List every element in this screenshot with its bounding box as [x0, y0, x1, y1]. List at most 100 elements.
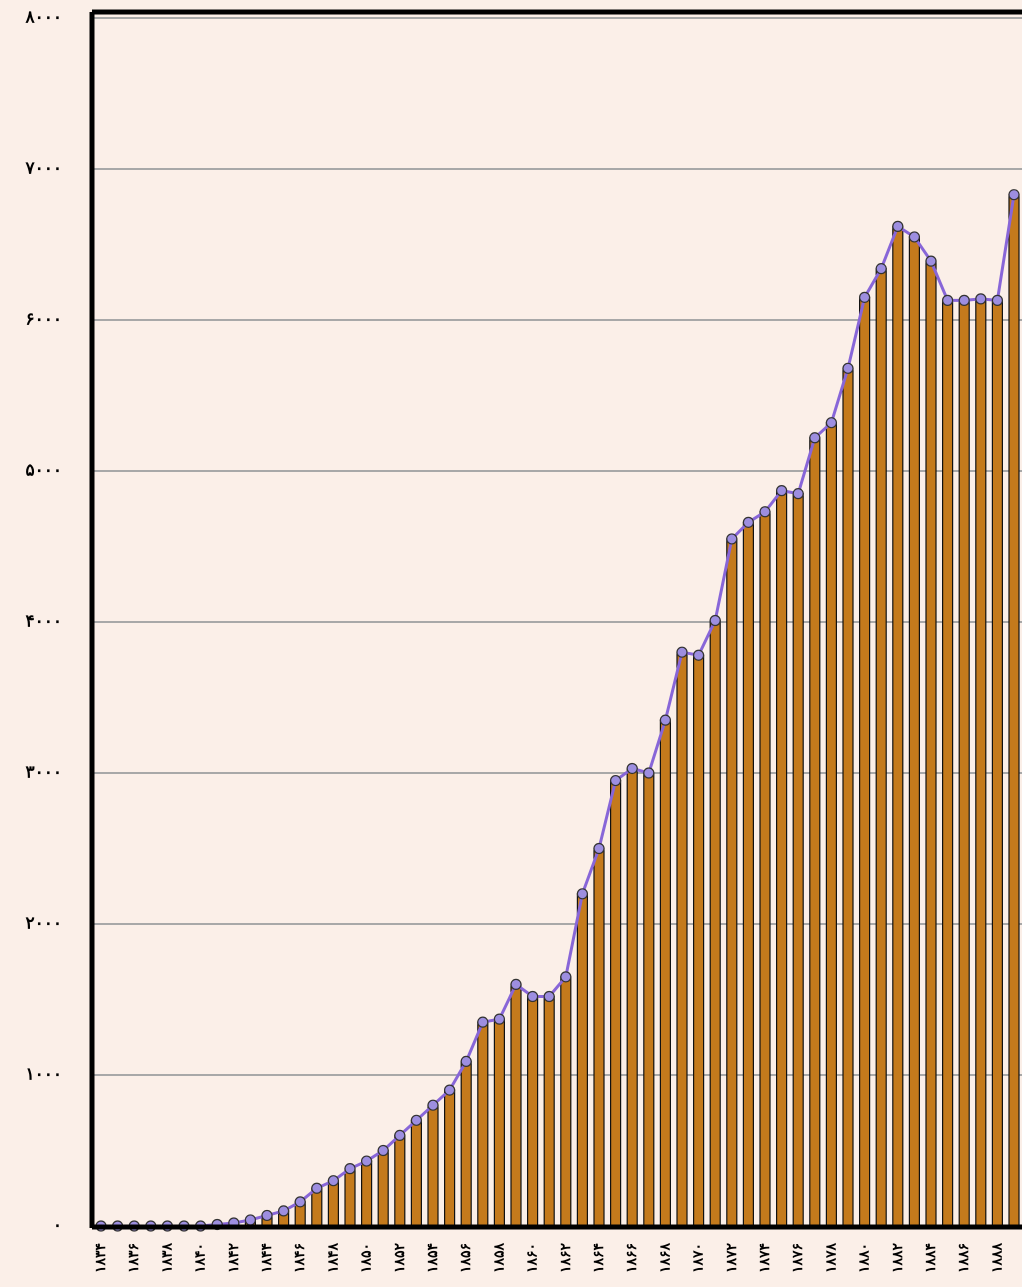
- bar: [676, 651, 688, 1227]
- bar: [344, 1168, 356, 1227]
- bar: [510, 983, 522, 1227]
- bar: [908, 236, 921, 1227]
- bar: [842, 367, 854, 1227]
- y-tick-label: ۳۰۰۰: [25, 763, 62, 783]
- bar: [543, 995, 555, 1227]
- bar: [858, 296, 871, 1227]
- point: [410, 1114, 422, 1126]
- bar: [709, 619, 721, 1227]
- point: [626, 762, 638, 775]
- point: [444, 1084, 456, 1096]
- point: [659, 714, 672, 726]
- point: [825, 417, 838, 429]
- point: [576, 888, 589, 900]
- point: [394, 1129, 406, 1142]
- point: [560, 971, 572, 983]
- y-tick-label: ۶۰۰۰: [25, 310, 62, 330]
- point: [925, 255, 937, 267]
- point: [875, 263, 887, 275]
- point: [427, 1099, 439, 1111]
- bar: [792, 493, 804, 1227]
- point: [1008, 189, 1020, 201]
- bar: [659, 719, 672, 1227]
- x-tick-label: ۱۸۸۰: [857, 1243, 873, 1273]
- x-tick-label: ۱۸۵۴: [425, 1243, 441, 1273]
- bar: [941, 299, 954, 1227]
- y-tick-label: ۱۰۰۰: [25, 1065, 62, 1085]
- y-tick-label: ۵۰۰۰: [25, 461, 62, 481]
- bar: [361, 1160, 373, 1227]
- bar: [692, 654, 705, 1227]
- y-tick-label: ۴۰۰۰: [25, 612, 62, 632]
- bar: [825, 422, 838, 1227]
- point: [311, 1182, 323, 1194]
- x-tick-label: ۱۸۷۸: [823, 1242, 839, 1273]
- x-tick-label: ۱۸۵۶: [458, 1243, 474, 1273]
- bar: [958, 299, 970, 1227]
- x-tick-label: ۱۸۳۸: [159, 1242, 175, 1273]
- point: [526, 990, 539, 1003]
- point: [775, 485, 788, 497]
- point: [261, 1209, 273, 1222]
- x-tick-label: ۱۸۴۴: [259, 1243, 275, 1273]
- bar: [626, 767, 638, 1227]
- point: [327, 1175, 339, 1187]
- x-tick-label: ۱۸۳۶: [126, 1243, 142, 1273]
- bar: [444, 1089, 456, 1227]
- bar: [526, 995, 539, 1227]
- x-tick-label: ۱۸۷۴: [757, 1243, 773, 1273]
- x-tick-label: ۱۸۷۶: [790, 1243, 806, 1273]
- bar: [925, 260, 937, 1227]
- y-tick-label: ۰: [53, 1216, 62, 1236]
- point: [692, 649, 705, 661]
- point: [908, 231, 921, 243]
- x-tick-label: ۱۸۶۲: [558, 1242, 574, 1273]
- point: [643, 767, 655, 779]
- point: [460, 1055, 472, 1068]
- x-tick-label: ۱۸۷۰: [691, 1243, 707, 1273]
- point: [858, 291, 871, 303]
- bar: [427, 1104, 439, 1227]
- point: [726, 533, 738, 545]
- bar: [560, 976, 572, 1227]
- bar: [742, 521, 755, 1227]
- x-tick-label: ۱۸۸۶: [956, 1243, 972, 1273]
- x-tick-label: ۱۸۴۸: [325, 1242, 341, 1273]
- x-tick-label: ۱۸۸۴: [923, 1243, 939, 1273]
- point: [709, 614, 721, 627]
- point: [941, 294, 954, 306]
- x-tick-label: ۱۸۳۴: [93, 1243, 109, 1273]
- bar: [576, 893, 589, 1227]
- x-tick-label: ۱۸۶۴: [591, 1243, 607, 1273]
- bar: [759, 511, 771, 1227]
- bar: [311, 1187, 323, 1227]
- y-tick-label: ۷۰۰۰: [24, 159, 62, 179]
- x-tick-label: ۱۸۶۶: [624, 1243, 640, 1273]
- point: [244, 1214, 256, 1226]
- point: [609, 774, 622, 787]
- point: [975, 293, 987, 305]
- bar: [1008, 194, 1020, 1227]
- x-tick-label: ۱۸۴۲: [226, 1242, 242, 1273]
- bar: [809, 437, 821, 1227]
- x-tick-label: ۱۸۸۲: [890, 1242, 906, 1273]
- point: [809, 432, 821, 444]
- point: [759, 506, 771, 518]
- x-tick-label: ۱۸۵۲: [392, 1242, 408, 1273]
- point: [510, 978, 522, 991]
- y-tick-label: ۲۰۰۰: [25, 914, 62, 934]
- bar: [477, 1021, 489, 1227]
- point: [742, 516, 755, 528]
- point: [958, 294, 970, 306]
- bar: [726, 538, 738, 1227]
- point: [344, 1163, 356, 1175]
- x-tick-label: ۱۸۸۸: [989, 1242, 1005, 1273]
- bar: [991, 299, 1004, 1227]
- point: [676, 646, 688, 658]
- x-tick-label: ۱۸۷۲: [724, 1242, 740, 1273]
- bar: [493, 1018, 505, 1227]
- bar: [892, 225, 904, 1227]
- y-tick-label: ۸۰۰۰: [24, 8, 62, 28]
- bar: [775, 490, 788, 1227]
